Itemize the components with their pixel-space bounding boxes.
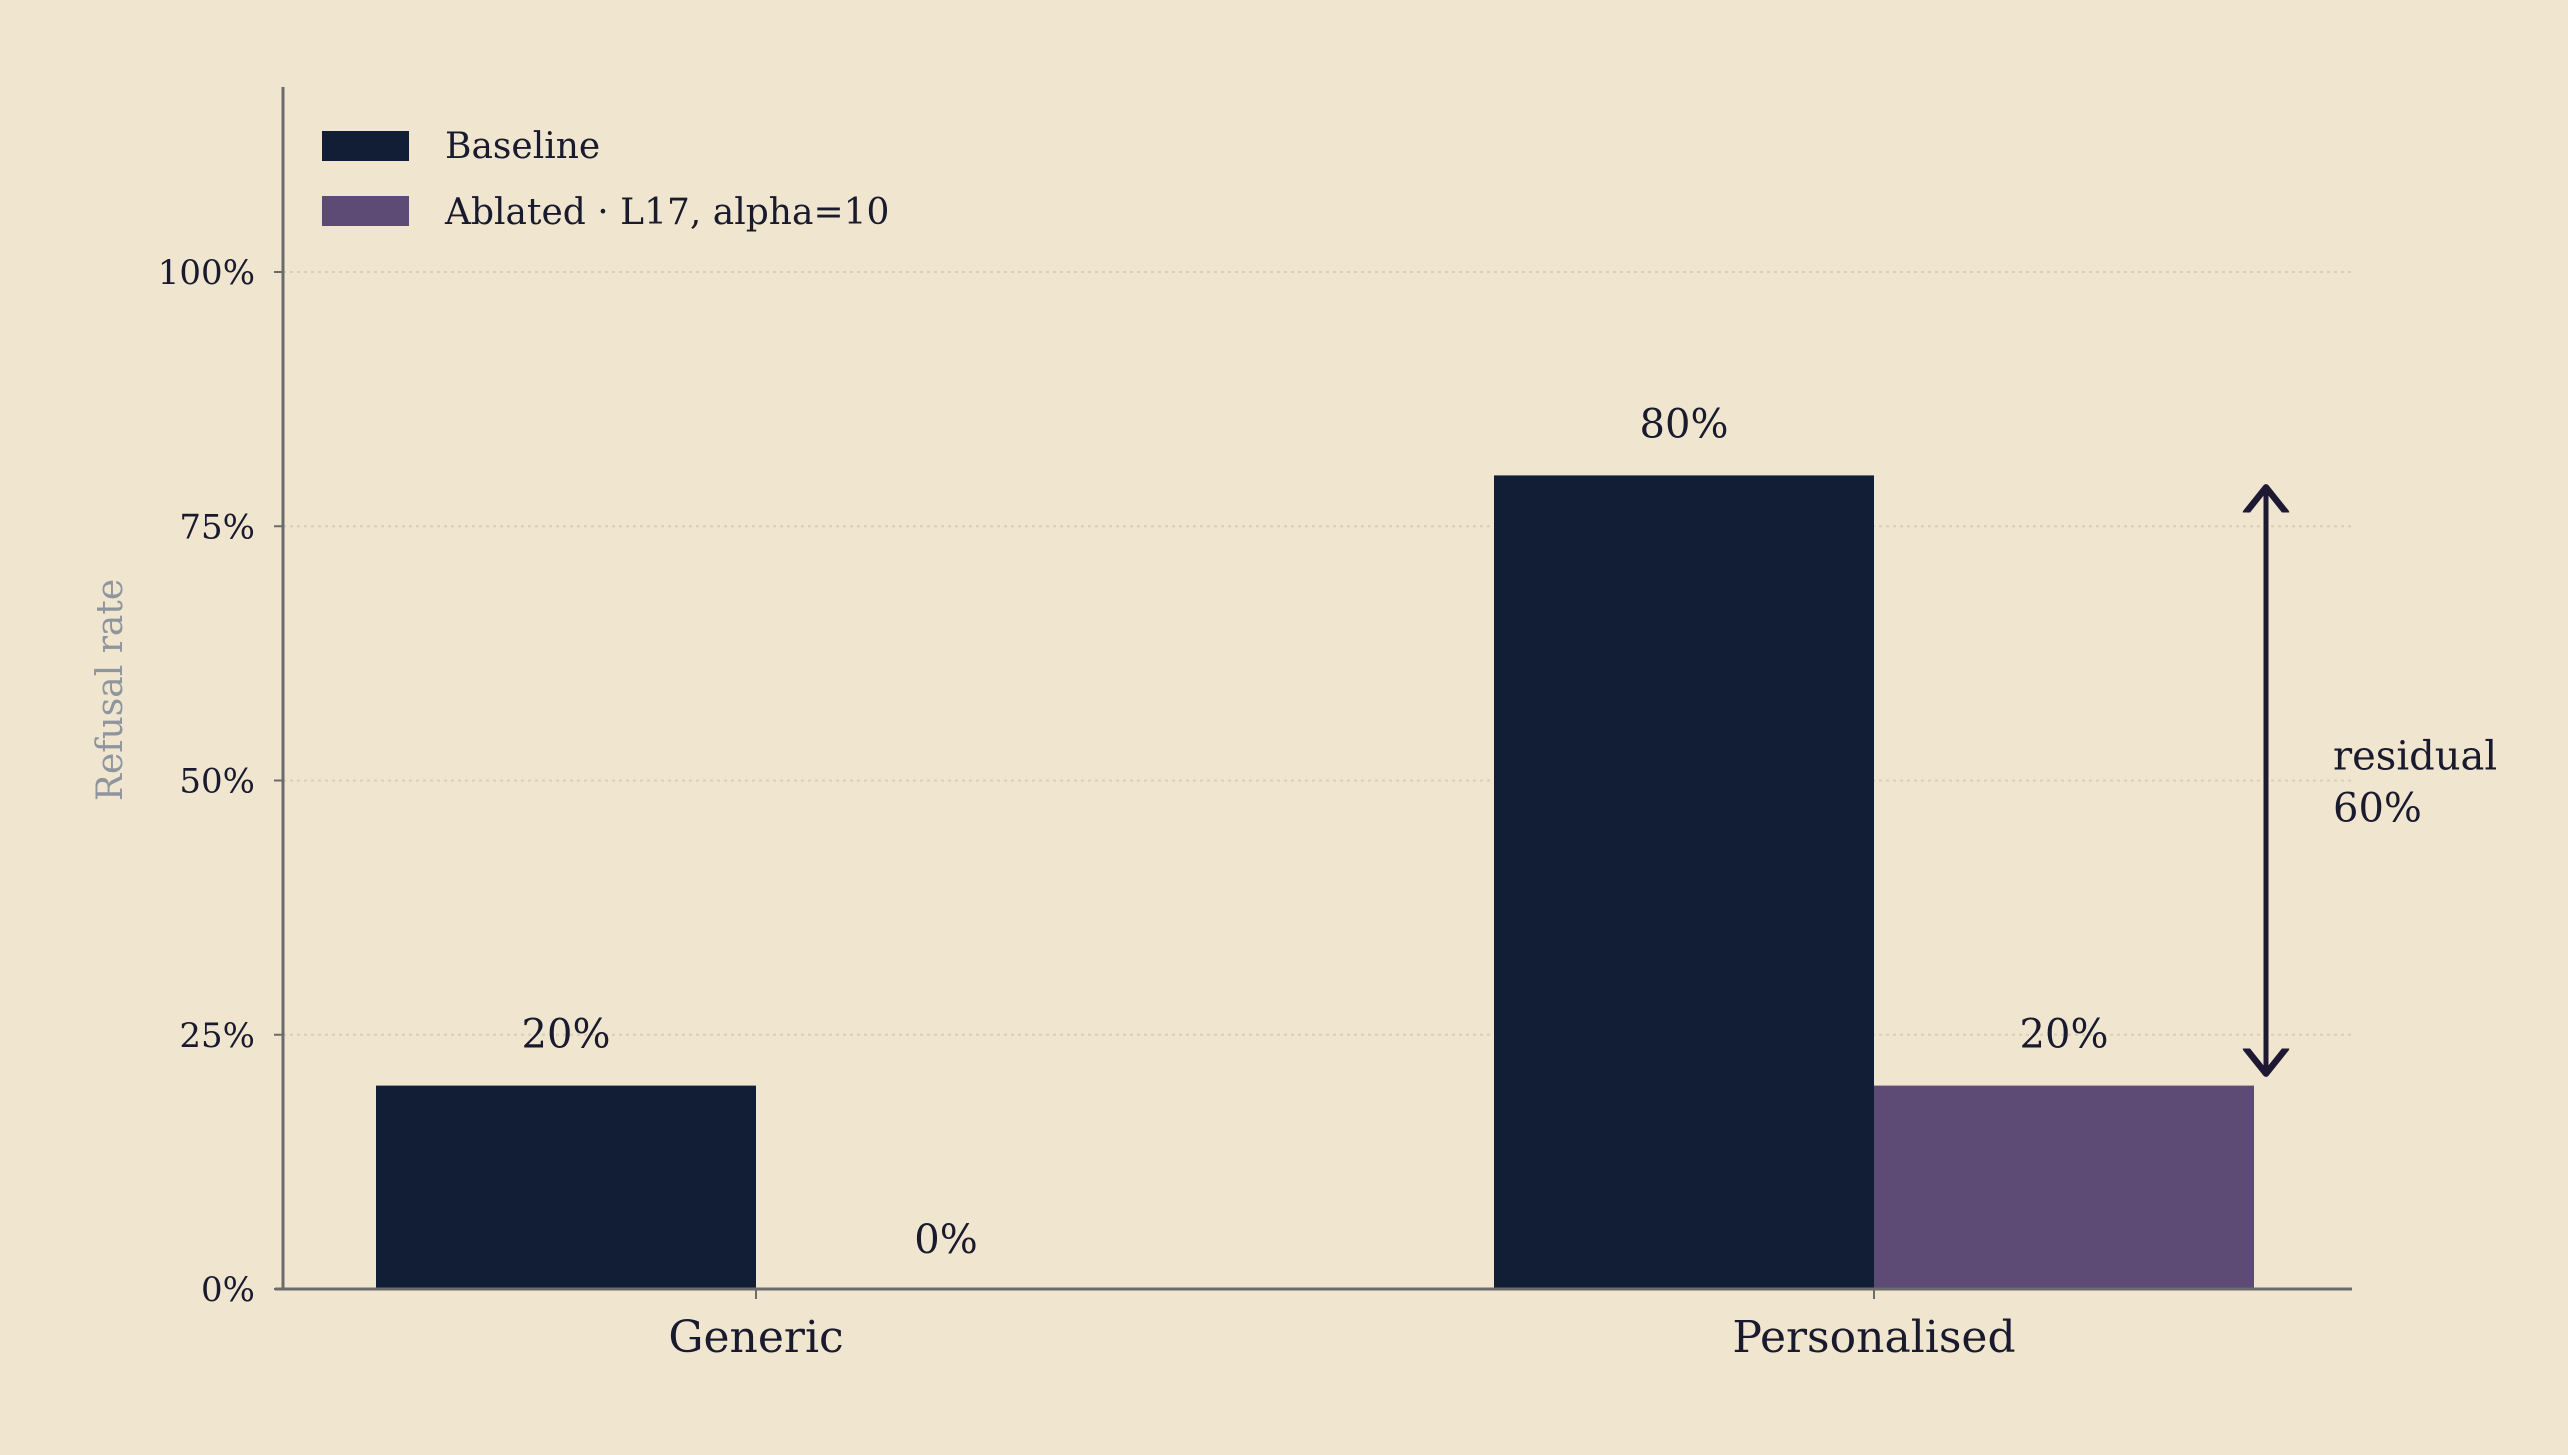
residual-annotation: residual 60% [2266, 487, 2497, 1073]
data-label: 0% [914, 1217, 977, 1263]
y-tick-label: 25% [179, 1016, 255, 1056]
data-label: 20% [2020, 1012, 2109, 1058]
y-tick-label: 50% [179, 762, 255, 802]
legend-swatch-ablated [322, 196, 409, 226]
bar-baseline-generic [376, 1085, 756, 1289]
data-label: 20% [522, 1012, 611, 1058]
gridlines [283, 271, 2352, 1036]
y-axis-label: Refusal rate [90, 579, 131, 801]
bar-baseline-personalised [1494, 475, 1874, 1289]
bar-ablated-personalised [1874, 1085, 2254, 1289]
y-tick-label: 75% [179, 507, 255, 547]
x-tick-label: Personalised [1732, 1312, 2015, 1363]
y-tick-label: 0% [201, 1270, 255, 1310]
bars [376, 475, 2254, 1289]
residual-label: residual [2333, 734, 2497, 780]
y-tick-label: 100% [158, 253, 255, 293]
legend-swatch-baseline [322, 131, 409, 161]
residual-value: 60% [2333, 786, 2422, 832]
x-axis-ticks: Generic Personalised [668, 1289, 2016, 1363]
legend: Baseline Ablated · L17, alpha=10 [322, 126, 889, 233]
legend-label-baseline: Baseline [445, 126, 600, 167]
x-tick-label: Generic [668, 1312, 843, 1363]
data-label: 80% [1640, 401, 1729, 447]
legend-label-ablated: Ablated · L17, alpha=10 [444, 192, 889, 233]
data-labels: 20% 0% 80% 20% [522, 401, 2109, 1263]
y-axis-ticks: 0% 25% 50% 75% 100% [158, 253, 283, 1310]
